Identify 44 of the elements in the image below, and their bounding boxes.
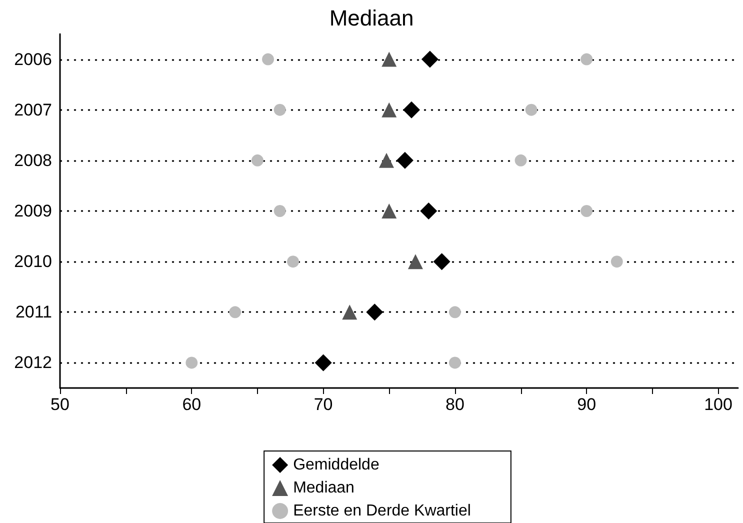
- point: [274, 104, 286, 116]
- point: [580, 53, 593, 66]
- legend-label: Mediaan: [293, 480, 354, 496]
- x-tick-label: 50: [50, 395, 70, 414]
- x-tick-label: 100: [704, 395, 732, 414]
- point: [448, 306, 461, 318]
- legend-label: Gemiddelde: [293, 456, 380, 474]
- point: [403, 101, 420, 118]
- point: [378, 152, 394, 168]
- point: [342, 304, 358, 320]
- point: [514, 154, 527, 166]
- point: [382, 102, 397, 118]
- point: [366, 304, 384, 321]
- point: [433, 253, 450, 270]
- x-tick-label: 70: [314, 395, 333, 414]
- point: [186, 356, 198, 369]
- x-tick-label: 60: [182, 395, 202, 414]
- legend-label: Eerste en Derde Kwartiel: [293, 502, 471, 520]
- point: [420, 202, 438, 220]
- point: [382, 204, 397, 218]
- point: [448, 356, 461, 369]
- point: [382, 52, 397, 67]
- point: [580, 205, 593, 217]
- point: [421, 50, 438, 68]
- y-tick-label: 2011: [15, 302, 52, 322]
- y-tick-label: 2008: [14, 150, 52, 170]
- y-tick-label: 2009: [14, 202, 52, 220]
- point: [274, 205, 286, 217]
- point: [525, 104, 538, 116]
- y-tick-label: 2007: [14, 100, 52, 120]
- point: [262, 53, 274, 66]
- y-tick-label: 2012: [14, 353, 52, 372]
- y-tick-label: 2006: [14, 50, 52, 69]
- chart-title: Mediaan: [329, 6, 414, 30]
- point: [396, 152, 414, 169]
- point: [408, 254, 423, 270]
- point: [287, 256, 300, 268]
- x-tick-label: 90: [577, 395, 596, 414]
- x-tick-label: 80: [445, 395, 464, 414]
- point: [251, 154, 264, 166]
- y-tick-label: 2010: [14, 252, 52, 272]
- point: [610, 256, 623, 268]
- point: [314, 354, 332, 372]
- point: [229, 306, 242, 318]
